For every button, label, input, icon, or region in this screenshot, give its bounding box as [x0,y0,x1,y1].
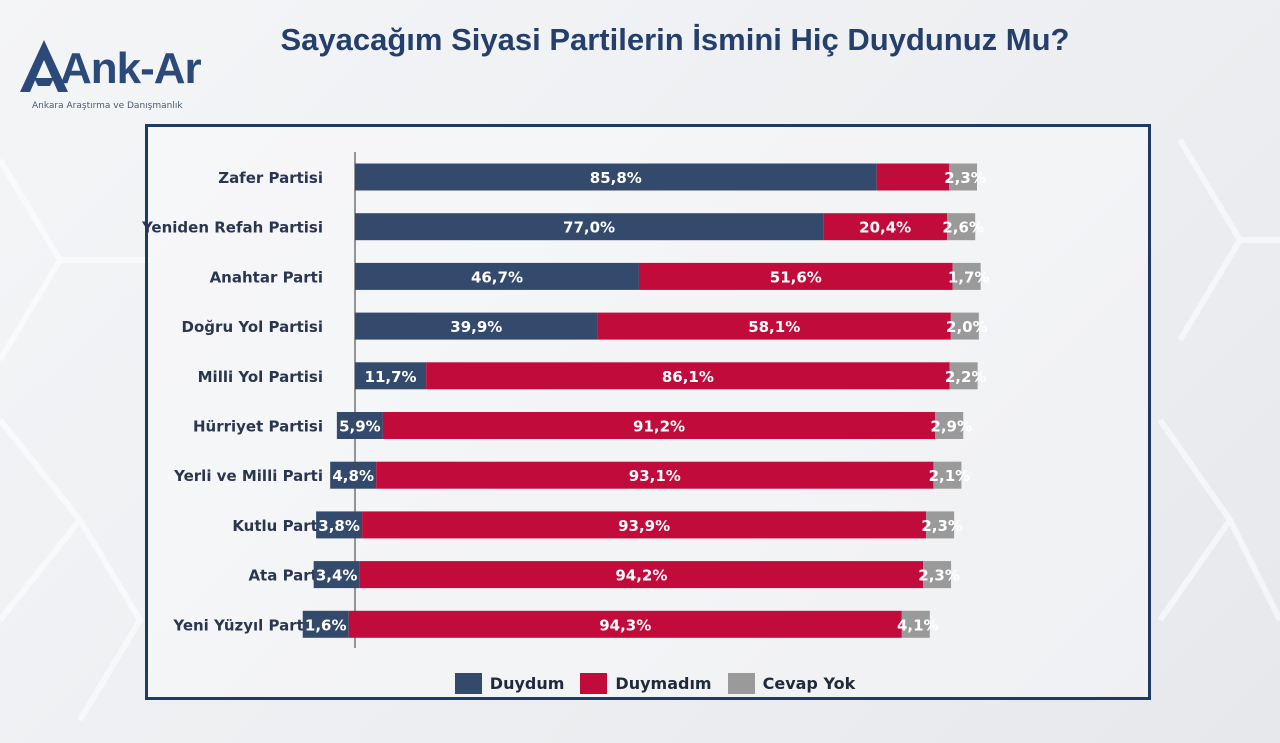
legend-swatch-duymadim [580,672,608,694]
bar-cevap-yok [950,312,979,340]
bar-duydum-value-label: 3,8% [318,517,360,535]
legend-item-duydum: Duydum [454,668,565,698]
category-label: Ata Parti [248,567,323,585]
bar-cevap-yok [926,511,955,539]
legend-item-cevap-yok: Cevap Yok [727,668,856,698]
bar-cevap-yok-value-label: 4,1% [897,616,939,634]
bar-duydum [355,312,598,340]
bar-duydum-value-label: 85,8% [590,169,642,187]
bar-duydum [355,262,639,290]
bar-duydum [316,511,363,539]
bar-duymadim-value-label: 86,1% [662,368,714,386]
bar-duydum-value-label: 39,9% [450,318,502,336]
bar-duymadim-value-label: 91,2% [633,418,685,436]
logo-subtitle: Ankara Araştırma ve Danışmanlık [32,101,183,111]
bar-duydum [355,163,877,191]
bar-cevap-yok-value-label: 2,1% [929,467,971,485]
bar-duydum-value-label: 5,9% [339,418,381,436]
bar-cevap-yok-value-label: 2,2% [945,368,987,386]
bar-duydum-value-label: 11,7% [365,368,417,386]
bar-cevap-yok-value-label: 2,3% [944,169,986,187]
bar-duymadim [823,213,948,241]
legend-label: Duydum [489,673,565,693]
legend-swatch-cevap-yok [727,672,755,694]
bar-duydum [330,461,377,489]
bar-cevap-yok-value-label: 2,0% [946,318,988,336]
bar-cevap-yok [901,610,930,638]
bar-cevap-yok-value-label: 2,3% [921,517,963,535]
bar-duydum-value-label: 77,0% [563,219,615,237]
bar-duydum [355,213,824,241]
logo-triangle-icon [20,40,68,92]
bar-cevap-yok [947,213,976,241]
ankar-logo: Ank-Ar Ankara Araştırma ve Danışmanlık [20,38,220,118]
page-title: Sayacağım Siyasi Partilerin İsmini Hiç D… [280,22,1070,57]
bar-cevap-yok [952,262,981,290]
category-label: Yerli ve Milli Parti [173,467,323,485]
bar-cevap-yok-value-label: 2,6% [942,219,984,237]
bar-duymadim [382,412,936,439]
bar-duydum [336,412,383,439]
legend-label: Duymadım [615,673,712,693]
bar-duymadim-value-label: 93,1% [629,467,681,485]
bar-duymadim [426,362,950,390]
bar-cevap-yok-value-label: 1,7% [948,268,990,286]
bar-cevap-yok [935,412,964,439]
bar-duymadim [876,163,950,191]
bar-duymadim [359,561,924,589]
category-label: Zafer Partisi [218,169,323,187]
category-label: Milli Yol Partisi [198,368,323,386]
logo-text: Ank-Ar [60,44,202,93]
category-label: Hürriyet Partisi [193,418,323,436]
bar-cevap-yok [949,362,978,390]
category-label: Anahtar Parti [210,268,323,286]
bar-duydum [313,561,360,589]
bar-duymadim [362,511,927,539]
bar-duydum [355,362,427,390]
bar-cevap-yok-value-label: 2,3% [918,567,960,585]
bar-duydum [302,610,349,638]
bar-duydum-value-label: 46,7% [471,268,523,286]
bar-duymadim-value-label: 93,9% [618,517,670,535]
bar-duymadim-value-label: 94,3% [599,616,651,634]
bar-duymadim [638,262,953,290]
bar-duymadim [597,312,951,340]
bar-duymadim [376,461,934,489]
category-label: Yeni Yüzyıl Partisi [172,616,323,634]
bar-duymadim-value-label: 20,4% [859,219,911,237]
bar-duymadim-value-label: 94,2% [615,567,667,585]
legend-label: Cevap Yok [762,673,856,693]
bar-cevap-yok [933,461,962,489]
category-label: Doğru Yol Partisi [182,318,323,336]
legend-item-duymadim: Duymadım [580,668,712,698]
bar-cevap-yok-value-label: 2,9% [930,418,972,436]
category-label: Yeniden Refah Partisi [141,219,323,237]
legend-swatch-duydum [454,672,482,694]
bar-cevap-yok [949,163,978,191]
category-label: Kutlu Parti [232,517,323,535]
bar-duymadim-value-label: 58,1% [748,318,800,336]
chart-legend: Duydum Duymadım Cevap Yok [0,668,1280,698]
bar-duymadim-value-label: 51,6% [770,268,822,286]
bar-cevap-yok [923,561,952,589]
bar-duydum-value-label: 4,8% [332,467,374,485]
bar-duymadim [348,610,902,638]
bar-duydum-value-label: 1,6% [305,616,347,634]
bar-duydum-value-label: 3,4% [316,567,358,585]
